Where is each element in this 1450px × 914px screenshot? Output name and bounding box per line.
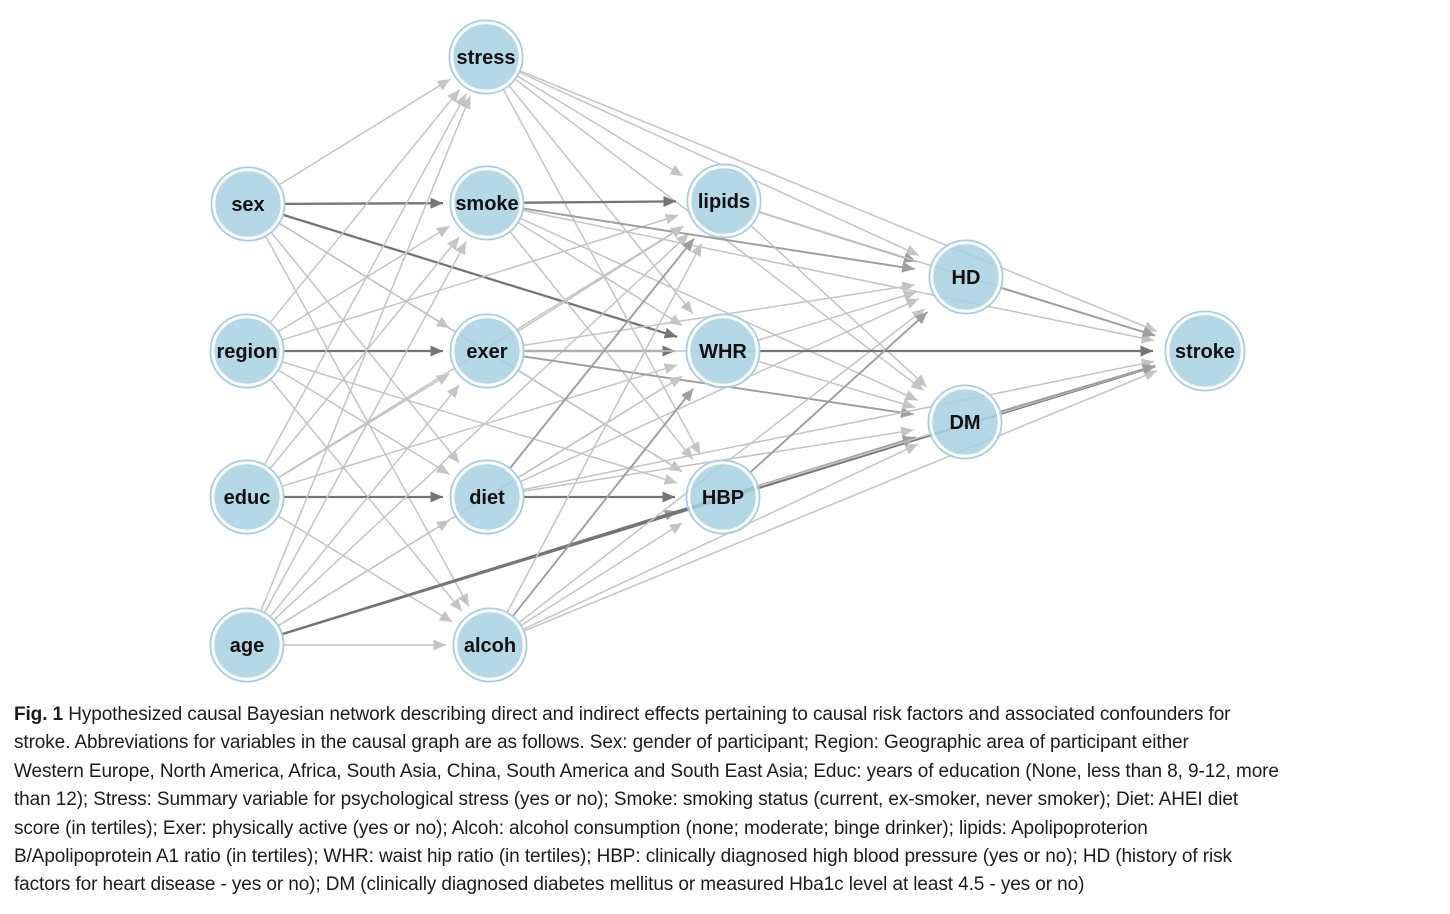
edge-exer-lipids — [517, 226, 684, 333]
node-label-DM: DM — [949, 412, 980, 434]
caption-line: Western Europe, North America, Africa, S… — [14, 760, 1279, 782]
node-stroke: stroke — [1164, 310, 1246, 392]
caption-line: score (in tertiles); Exer: physically ac… — [14, 817, 1148, 839]
edge-HBP-HD — [749, 311, 929, 474]
node-label-age: age — [230, 635, 264, 657]
edge-age-smoke — [263, 241, 467, 614]
node-HBP: HBP — [685, 459, 761, 535]
edge-diet-lipids — [508, 237, 695, 470]
edge-age-stress — [259, 95, 471, 612]
edge-region-alcoh — [269, 378, 463, 612]
edge-region-diet — [277, 369, 450, 475]
edge-region-HBP — [281, 360, 678, 485]
node-label-sex: sex — [231, 194, 264, 216]
edge-stress-WHR — [508, 84, 694, 315]
edge-sex-WHR — [282, 213, 678, 339]
node-sex: sex — [210, 166, 286, 242]
node-label-diet: diet — [469, 487, 505, 509]
node-HD: HD — [928, 239, 1004, 315]
edge-exer-HBP — [517, 369, 683, 473]
edge-alcoh-WHR — [511, 388, 694, 618]
edge-smoke-WHR — [517, 221, 683, 327]
figure-caption: Fig. 1 Hypothesized causal Bayesian netw… — [14, 701, 1442, 900]
node-region: region — [209, 313, 285, 389]
edge-WHR-HD — [757, 290, 917, 342]
edge-educ-WHR — [281, 363, 678, 488]
edge-region-smoke — [277, 225, 450, 333]
node-exer: exer — [449, 313, 525, 389]
nodes-layer: stress sex smoke lipids region exer WHR HD educ d… — [209, 19, 1246, 683]
node-label-WHR: WHR — [699, 341, 747, 363]
edge-smoke-DM — [519, 217, 919, 402]
node-lipids: lipids — [686, 163, 762, 239]
node-label-lipids: lipids — [698, 191, 750, 213]
causal-graph-svg: stress sex smoke lipids region exer WHR HD educ d… — [209, 19, 1246, 683]
caption-line: Fig. 1 Hypothesized causal Bayesian netw… — [14, 701, 1442, 729]
edge-alcoh-HBP — [519, 522, 683, 627]
edge-alcoh-DM — [522, 443, 919, 631]
edge-diet-HD — [519, 298, 920, 483]
edge-alcoh-stroke — [523, 370, 1158, 633]
node-age: age — [209, 607, 285, 683]
node-label-educ: educ — [224, 487, 271, 509]
node-label-stroke: stroke — [1175, 341, 1235, 363]
node-smoke: smoke — [449, 165, 525, 241]
edge-smoke-HD — [522, 207, 915, 273]
node-WHR: WHR — [685, 313, 761, 389]
edge-smoke-HBP — [508, 230, 694, 461]
edge-DM-stroke — [999, 364, 1156, 413]
edge-sex-stress — [278, 78, 451, 186]
edge-age-lipids — [272, 233, 690, 622]
node-diet: diet — [449, 459, 525, 535]
edge-sex-alcoh — [264, 235, 470, 607]
node-label-HBP: HBP — [702, 487, 744, 509]
edge-diet-stroke — [522, 358, 1155, 491]
node-label-smoke: smoke — [455, 193, 518, 215]
caption-line: B/Apolipoprotein A1 ratio (in tertiles);… — [14, 846, 1232, 868]
edge-smoke-lipids — [522, 196, 677, 208]
caption-line: than 12); Stress: Summary variable for p… — [14, 789, 1239, 811]
edge-region-stress — [269, 89, 461, 324]
edge-smoke-stroke — [522, 209, 1155, 344]
node-alcoh: alcoh — [452, 607, 528, 683]
edge-lipids-DM — [750, 224, 928, 388]
node-label-alcoh: alcoh — [464, 635, 516, 657]
edge-region-lipids — [281, 213, 679, 341]
edge-educ-stress — [263, 93, 467, 466]
edge-alcoh-lipids — [506, 243, 703, 614]
node-DM: DM — [927, 384, 1003, 460]
node-educ: educ — [209, 459, 285, 535]
figure-label: Fig. 1 — [14, 704, 64, 725]
edge-stress-lipids — [516, 74, 684, 177]
edge-stress-stroke — [519, 69, 1158, 333]
node-label-exer: exer — [466, 341, 507, 363]
edge-stress-HD — [518, 71, 920, 257]
node-label-stress: stress — [457, 47, 516, 69]
edge-age-exer — [269, 384, 460, 618]
node-label-HD: HD — [952, 267, 981, 289]
edge-WHR-DM — [757, 360, 916, 410]
caption-line: factors for heart disease - yes or no); … — [14, 874, 1085, 896]
caption-text: Hypothesized causal Bayesian network des… — [68, 704, 1231, 725]
caption-line: stroke. Abbreviations for variables in t… — [14, 732, 1189, 754]
edge-diet-WHR — [517, 375, 683, 479]
node-stress: stress — [448, 19, 524, 95]
edge-stress-HBP — [502, 88, 701, 456]
edge-sex-smoke — [283, 197, 444, 209]
edge-educ-smoke — [269, 236, 460, 470]
edge-HD-stroke — [1000, 286, 1156, 338]
node-label-region: region — [216, 341, 277, 363]
